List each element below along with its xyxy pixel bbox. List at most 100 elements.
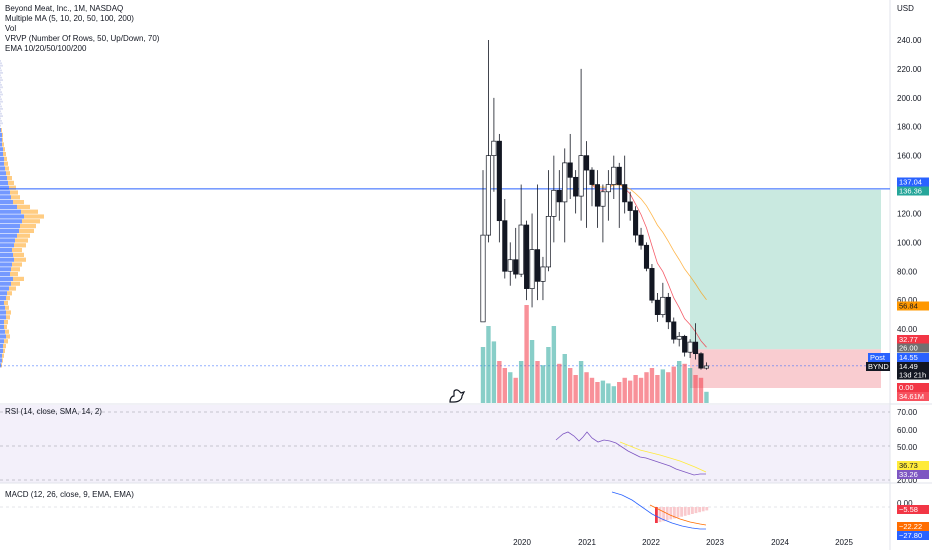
- legend-vol[interactable]: Vol: [5, 24, 16, 33]
- candle-body: [551, 189, 557, 217]
- candle-body: [507, 259, 513, 272]
- vp-bar-down: [1, 128, 2, 133]
- vp-bar-thin: [0, 103, 1, 105]
- vp-bar-up: [0, 329, 5, 334]
- candle-body: [496, 140, 502, 222]
- target-zone[interactable]: [690, 189, 881, 350]
- macd-hist-bar: [680, 507, 683, 517]
- vp-bar-up: [0, 339, 4, 344]
- vp-bar-thin: [0, 105, 2, 108]
- legend-ema[interactable]: EMA 10/20/50/100/200: [5, 44, 87, 53]
- tradingview-logo-icon: [449, 389, 466, 403]
- candle-body: [562, 162, 568, 203]
- candle-body: [567, 162, 573, 178]
- volume-bar: [518, 361, 524, 403]
- volume-bar: [508, 372, 513, 403]
- candle-body: [643, 244, 650, 269]
- vp-bar-down: [2, 353, 4, 358]
- vp-bar-down: [1, 363, 2, 368]
- vp-bar-down: [12, 262, 22, 267]
- vp-bar-up: [0, 262, 12, 267]
- vp-bar-thin: [0, 60, 1, 62]
- macd-line: [611, 491, 706, 530]
- volume-bar: [568, 368, 573, 403]
- legend-title[interactable]: Beyond Meat, Inc., 1M, NASDAQ: [5, 4, 123, 13]
- vp-bar-thin: [0, 117, 1, 120]
- time-tick-label: 2022: [642, 538, 660, 547]
- macd-hist-bar: [701, 507, 705, 512]
- price-label-box: [897, 353, 929, 362]
- ema-orange-line: [591, 184, 707, 300]
- volume-bar: [535, 361, 540, 403]
- vp-bar-up: [0, 281, 11, 286]
- price-tick-label: 60.00: [897, 296, 918, 305]
- volume-bar: [529, 340, 535, 403]
- macd-axis[interactable]: 0.00−5.58 −22.22−27.80: [897, 499, 929, 540]
- vp-bar-up: [0, 243, 14, 248]
- volume-bar: [644, 372, 649, 403]
- price-tick-label: 180.00: [897, 123, 922, 132]
- volume-bar: [627, 380, 633, 403]
- volume-bar: [671, 366, 676, 403]
- rsi-tick-label: 50.00: [897, 443, 918, 452]
- vp-bar-thin: [0, 91, 2, 93]
- vp-bar-up: [0, 348, 3, 353]
- candle-body: [627, 201, 633, 211]
- vp-bar-up: [0, 156, 4, 161]
- macd-hist-bar: [705, 507, 709, 511]
- price-label-box: [897, 177, 929, 187]
- vp-bar-thin: [0, 86, 3, 89]
- volume-bar: [497, 361, 502, 403]
- vp-bar-down: [21, 209, 38, 214]
- vp-bar-up: [0, 166, 5, 171]
- candle-body: [556, 189, 562, 203]
- candle-body: [513, 259, 519, 275]
- volume-bar: [551, 326, 557, 403]
- vp-bar-thin: [0, 122, 3, 125]
- vp-bar-thin: [0, 72, 3, 74]
- candle-body: [676, 335, 682, 340]
- vp-bar-thin: [0, 100, 3, 103]
- vp-bar-up: [0, 267, 11, 272]
- macd-title[interactable]: MACD (12, 26, close, 9, EMA, EMA): [5, 490, 134, 499]
- candle-body: [480, 234, 486, 323]
- vp-bar-down: [6, 334, 10, 339]
- macd-hist-bar: [676, 507, 680, 518]
- vp-bar-down: [4, 324, 7, 329]
- volume-bar: [655, 375, 660, 403]
- time-axis[interactable]: 2020 2021 2022 2023 2024 2025: [513, 538, 853, 547]
- vp-bar-thin: [0, 110, 1, 113]
- volume-bar: [573, 375, 578, 403]
- time-tick-label: 2023: [706, 538, 724, 547]
- vp-bar-down: [4, 339, 8, 344]
- macd-label-box: [897, 522, 929, 531]
- volume-bar: [649, 368, 655, 403]
- vp-bar-thin: [0, 115, 3, 117]
- vp-bar-up: [0, 296, 6, 301]
- price-label-text: 32.77: [899, 335, 918, 344]
- vp-bar-up: [0, 272, 10, 277]
- volume-bar: [693, 375, 698, 403]
- vp-bar-up: [0, 228, 19, 233]
- legend: Beyond Meat, Inc., 1M, NASDAQ Multiple M…: [5, 4, 160, 53]
- vp-bar-down: [4, 300, 8, 305]
- price-label-box: [897, 362, 929, 371]
- legend-vrvp[interactable]: VRVP (Number Of Rows, 50, Up/Down, 70): [5, 34, 160, 43]
- vp-bar-down: [10, 190, 18, 195]
- legend-ma[interactable]: Multiple MA (5, 10, 20, 50, 100, 200): [5, 14, 134, 23]
- rsi-title[interactable]: RSI (14, close, SMA, 14, 2): [5, 407, 102, 416]
- candle-body: [540, 266, 546, 282]
- price-label-box: [897, 186, 929, 196]
- price-label-text: 137.04: [899, 178, 922, 187]
- vp-bar-down: [5, 305, 9, 310]
- macd-signal-line: [649, 504, 707, 526]
- candle-body: [594, 184, 601, 207]
- volume-bar: [502, 368, 507, 403]
- price-axis[interactable]: 240.00220.00200.00180.00160.00140.00120.…: [897, 36, 922, 363]
- volume-bar: [698, 377, 704, 403]
- vp-bar-down: [22, 219, 40, 224]
- macd-label-text: −27.80: [899, 531, 922, 540]
- stop-zone[interactable]: [690, 349, 881, 388]
